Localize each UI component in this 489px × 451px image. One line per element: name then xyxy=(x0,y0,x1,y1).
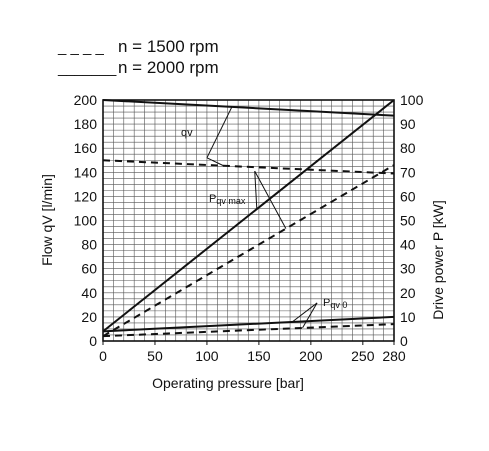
y-left-tick-label-6: 120 xyxy=(74,188,98,204)
annotation-leader-line xyxy=(206,106,233,159)
grid xyxy=(103,100,394,341)
plot-frame xyxy=(102,99,395,342)
series-line-pqv-0-2000 xyxy=(102,315,395,333)
series-line-pqv-max-2000 xyxy=(102,99,395,333)
y-left-tick-label-1: 20 xyxy=(81,309,97,325)
y-right-tick-label-10: 100 xyxy=(400,92,424,108)
axes: 0 50 100 150 200 250 2800204060801001201401601… xyxy=(74,92,424,364)
annotation-label-0: qv xyxy=(181,127,193,139)
y-right-tick-label-4: 40 xyxy=(400,237,416,253)
series-line-pqv-max-1500 xyxy=(102,164,395,338)
annotation-leader-line xyxy=(206,157,224,167)
y-axis-right-label: Drive power P [kW] xyxy=(430,200,446,320)
annotation-leader-line xyxy=(302,302,318,329)
x-tick-label-1: 50 xyxy=(147,348,163,364)
legend-entry-dashed-prefix: _ _ _ _ xyxy=(57,39,105,56)
y-left-tick-label-10: 200 xyxy=(74,92,98,108)
y-left-tick-label-3: 60 xyxy=(81,261,97,277)
x-tick-label-4: 200 xyxy=(299,348,323,364)
annotation-leader-line xyxy=(291,302,318,323)
series-line-pqv-0-1500 xyxy=(102,323,395,338)
y-right-tick-label-1: 10 xyxy=(400,309,416,325)
annotation-leader-line xyxy=(254,170,287,229)
legend-entry-dashed-label: n = 1500 rpm xyxy=(118,37,219,56)
y-left-tick-label-5: 100 xyxy=(74,213,98,229)
y-axis-left-label: Flow qV [l/min] xyxy=(39,174,55,266)
annotation-leader-line xyxy=(254,171,258,210)
y-left-tick-label-0: 0 xyxy=(89,333,97,349)
legend: _ _ _ _ n = 1500 rpm _______ n = 2000 rp… xyxy=(57,37,219,77)
y-left-tick-label-4: 80 xyxy=(81,237,97,253)
y-right-tick-label-8: 80 xyxy=(400,140,416,156)
y-right-tick-label-9: 90 xyxy=(400,116,416,132)
legend-entry-solid-prefix: _______ xyxy=(57,60,117,77)
annotation-label-1: Pqv max xyxy=(209,193,246,206)
y-left-tick-label-2: 40 xyxy=(81,285,97,301)
series-line-qv-2000 xyxy=(102,99,395,117)
y-right-tick-label-7: 70 xyxy=(400,164,416,180)
annotation-label-2: Pqv 0 xyxy=(323,297,347,310)
legend-entry-solid-label: n = 2000 rpm xyxy=(118,58,219,77)
x-tick-label-2: 100 xyxy=(195,348,219,364)
x-tick-label-0: 0 xyxy=(99,348,107,364)
y-right-tick-label-3: 30 xyxy=(400,261,416,277)
y-left-tick-label-7: 140 xyxy=(74,164,98,180)
y-right-tick-label-6: 60 xyxy=(400,188,416,204)
y-left-tick-label-8: 160 xyxy=(74,140,98,156)
annotations: qv Pqv max Pqv 0 xyxy=(181,106,347,329)
series-layer xyxy=(102,99,395,338)
y-right-tick-label-0: 0 xyxy=(400,333,408,349)
x-axis-label: Operating pressure [bar] xyxy=(152,375,304,391)
y-left-tick-label-9: 180 xyxy=(74,116,98,132)
y-right-tick-label-5: 50 xyxy=(400,213,416,229)
x-tick-label-6: 280 xyxy=(382,348,406,364)
x-tick-label-3: 150 xyxy=(247,348,271,364)
x-tick-label-5: 250 xyxy=(351,348,375,364)
series-line-qv-1500 xyxy=(102,159,395,175)
y-right-tick-label-2: 20 xyxy=(400,285,416,301)
